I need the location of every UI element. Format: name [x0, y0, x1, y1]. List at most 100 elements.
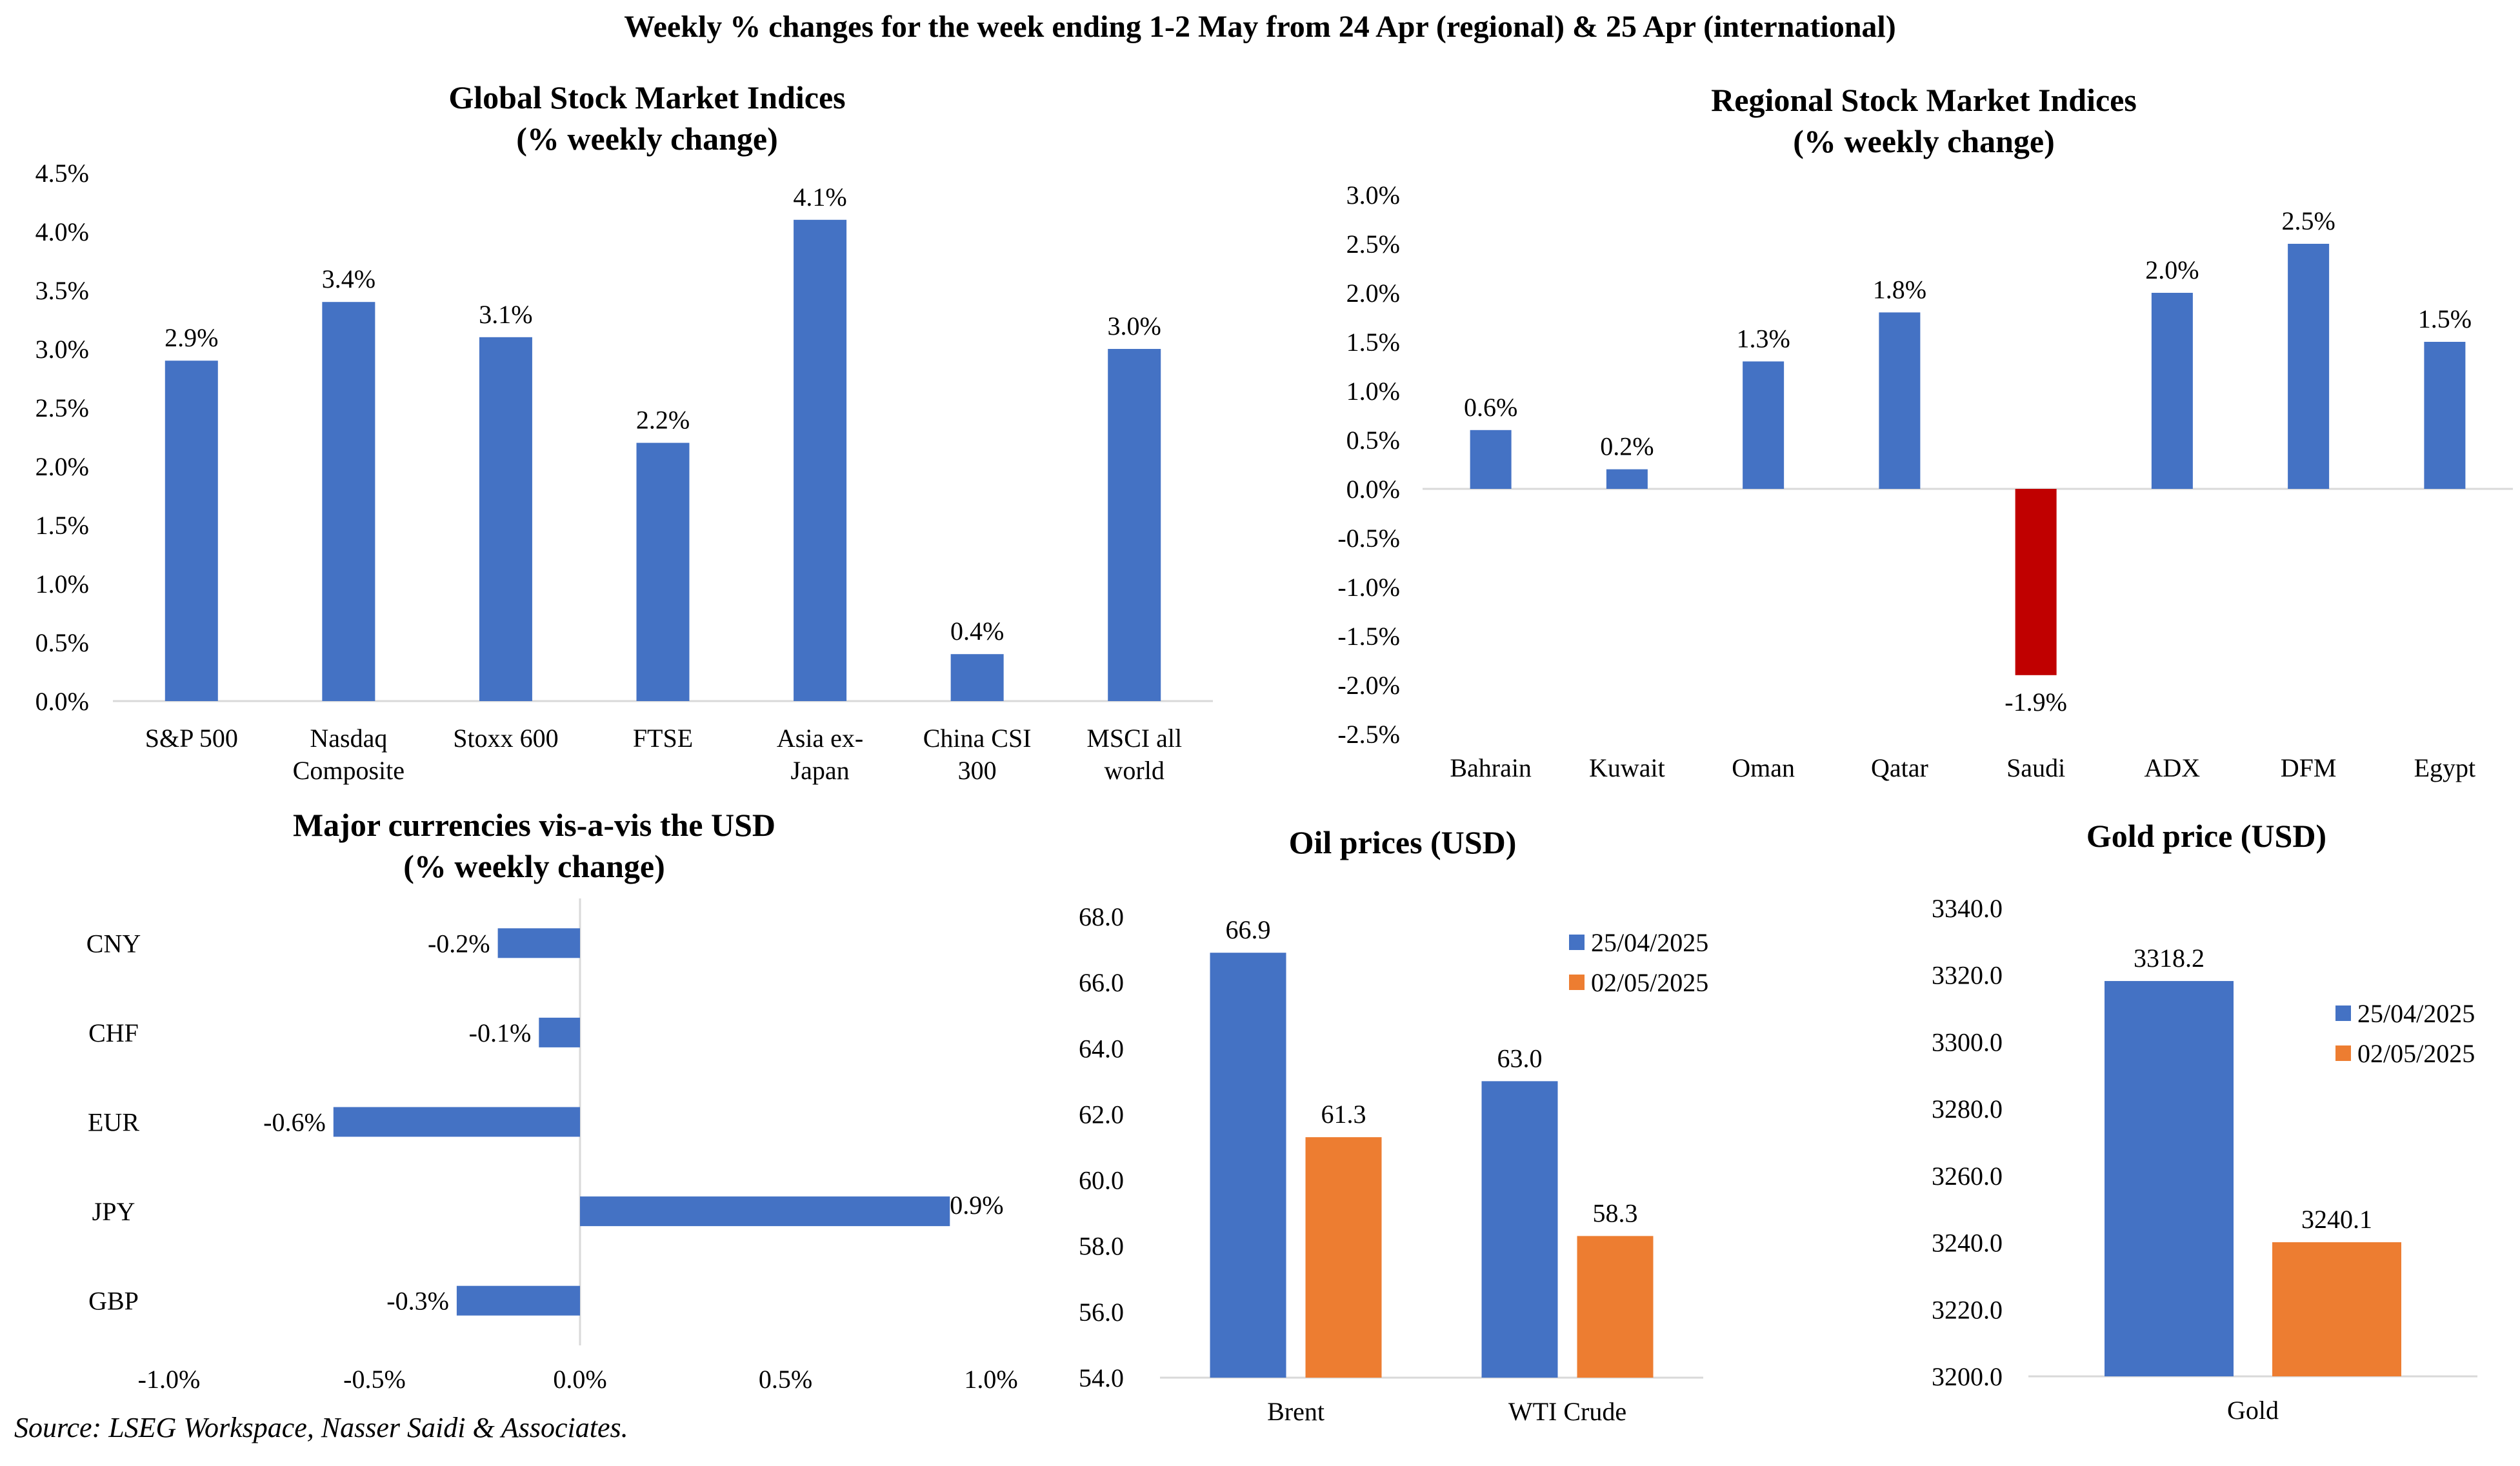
category-label: WTI Crude [1508, 1397, 1626, 1426]
y-tick-label: 0.5% [1346, 426, 1400, 455]
category-label: Oman [1732, 753, 1795, 782]
y-tick-label: 58.0 [1079, 1232, 1124, 1261]
oil-prices-chart: Oil prices (USD) 54.0 56.0 58.0 60.0 62.0 64.0… [1079, 824, 1708, 1426]
category-label: Gold [2227, 1396, 2279, 1425]
category-label: Egypt [2414, 753, 2476, 782]
bar [2015, 489, 2057, 675]
bar [539, 1017, 580, 1047]
data-label: -0.2% [428, 929, 490, 958]
category-label: Composite [293, 756, 405, 785]
bar [2151, 293, 2193, 489]
y-tick-label: 2.5% [35, 393, 89, 422]
y-tick-label: 54.0 [1079, 1363, 1124, 1392]
data-label: 1.5% [2418, 304, 2472, 333]
data-label: 0.6% [1464, 393, 1517, 422]
data-label: -0.3% [386, 1287, 449, 1316]
data-label: 1.8% [1873, 275, 1926, 304]
legend-swatch [1569, 935, 1585, 950]
category-label: JPY [92, 1197, 135, 1226]
y-tick-label: 56.0 [1079, 1298, 1124, 1327]
category-label: Kuwait [1589, 753, 1665, 782]
legend-swatch [1569, 975, 1585, 990]
y-tick-label: 0.0% [35, 687, 89, 716]
data-label: 58.3 [1593, 1198, 1638, 1227]
category-label: MSCI all [1086, 724, 1182, 753]
chart-title: Regional Stock Market Indices [1711, 82, 2137, 118]
category-label: world [1105, 756, 1165, 785]
data-label: 2.0% [2145, 255, 2199, 284]
y-tick-label: 3260.0 [1932, 1162, 2003, 1191]
chart-title: Oil prices (USD) [1289, 824, 1517, 860]
y-tick-label: 3340.0 [1932, 894, 2003, 923]
y-tick-label: -1.0% [1337, 573, 1400, 602]
y-tick-label: 3320.0 [1932, 961, 2003, 990]
data-label: -0.6% [263, 1108, 326, 1137]
data-label: -0.1% [469, 1018, 532, 1047]
y-tick-label: 0.0% [1346, 475, 1400, 504]
category-label: 300 [958, 756, 997, 785]
y-tick-label: 60.0 [1079, 1166, 1124, 1195]
category-label: ADX [2145, 753, 2201, 782]
y-tick-label: 1.5% [35, 511, 89, 540]
bar [1470, 430, 1512, 489]
data-label: -1.9% [2005, 688, 2067, 717]
chart-title: Global Stock Market Indices [448, 79, 845, 115]
x-tick-label: -0.5% [343, 1365, 406, 1394]
data-label: 63.0 [1497, 1044, 1543, 1073]
y-tick-label: 1.0% [35, 570, 89, 599]
data-label: 3318.2 [2134, 944, 2205, 973]
data-label: 2.2% [636, 406, 690, 435]
category-label: China CSI [923, 724, 1032, 753]
bar [1481, 1081, 1558, 1378]
y-tick-label: 62.0 [1079, 1100, 1124, 1129]
data-label: 61.3 [1321, 1100, 1366, 1129]
chart-title: (% weekly change) [1793, 123, 2055, 159]
data-label: 0.4% [950, 617, 1004, 646]
bar [950, 654, 1004, 701]
bar [794, 219, 847, 701]
bar [636, 442, 690, 701]
y-tick-label: 2.0% [1346, 279, 1400, 308]
legend-label: 02/05/2025 [1591, 968, 1708, 997]
y-tick-label: 3220.0 [1932, 1295, 2003, 1324]
data-label: 66.9 [1226, 915, 1271, 944]
data-label: 3.1% [479, 300, 532, 329]
bar [2105, 981, 2234, 1376]
data-label: 3240.1 [2301, 1205, 2372, 1234]
x-tick-label: -1.0% [138, 1365, 201, 1394]
category-label: Asia ex- [777, 724, 863, 753]
legend-label: 25/04/2025 [2357, 999, 2475, 1028]
legend-label: 02/05/2025 [2357, 1039, 2475, 1068]
y-tick-label: 64.0 [1079, 1034, 1124, 1063]
y-tick-label: 66.0 [1079, 968, 1124, 997]
y-tick-label: 1.5% [1346, 328, 1400, 357]
data-label: 3.0% [1108, 312, 1161, 341]
bar [1305, 1137, 1382, 1378]
legend-swatch [2335, 1045, 2351, 1061]
category-label: Brent [1267, 1397, 1325, 1426]
category-label: S&P 500 [145, 724, 238, 753]
category-label: Stoxx 600 [453, 724, 558, 753]
data-label: 0.9% [950, 1191, 1003, 1220]
category-label: DFM [2281, 753, 2337, 782]
data-label: 3.4% [322, 264, 375, 293]
bar [1743, 361, 1785, 489]
category-label: Bahrain [1450, 753, 1532, 782]
bar [456, 1285, 580, 1316]
x-tick-label: 1.0% [964, 1365, 1017, 1394]
y-tick-label: -2.0% [1337, 671, 1400, 700]
category-label: CNY [86, 929, 141, 958]
bar [497, 928, 580, 958]
y-tick-label: 4.5% [35, 159, 89, 188]
bar [1879, 312, 1921, 489]
y-tick-label: 2.5% [1346, 230, 1400, 259]
chart-title: (% weekly change) [403, 848, 665, 884]
legend-label: 25/04/2025 [1591, 928, 1708, 957]
category-label: Nasdaq [310, 724, 387, 753]
category-label: Japan [791, 756, 850, 785]
bar [322, 302, 375, 701]
currencies-chart: Major currencies vis-a-vis the USD (% wee… [86, 807, 1018, 1394]
y-tick-label: 1.0% [1346, 377, 1400, 406]
chart-title: Major currencies vis-a-vis the USD [293, 807, 775, 843]
